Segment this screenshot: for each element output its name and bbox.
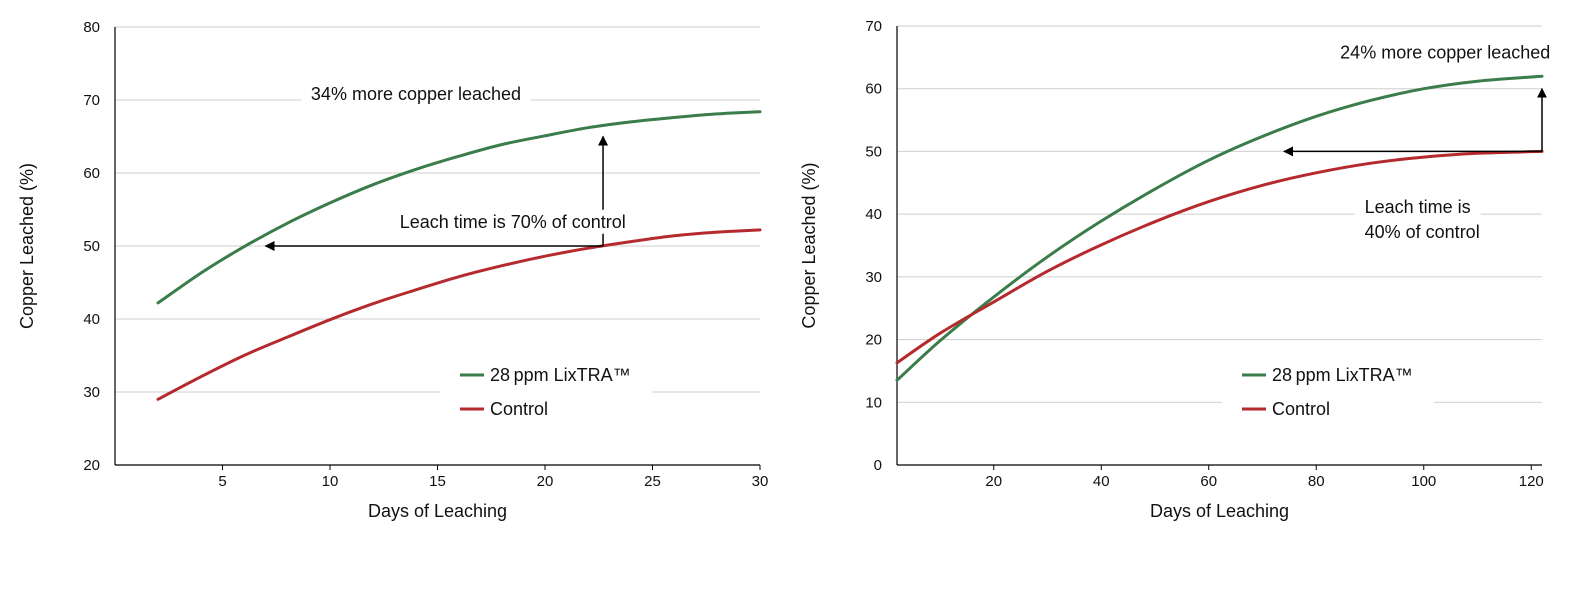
x-tick-label: 30	[752, 473, 769, 490]
y-tick-label: 30	[865, 269, 882, 286]
series-line-control	[895, 149, 1544, 365]
x-tick-label: 15	[429, 473, 446, 490]
x-tick-label: 20	[537, 473, 554, 490]
annotation-time: Leach time is 70% of control	[400, 212, 626, 232]
x-tick-label: 25	[644, 473, 661, 490]
y-tick-label: 60	[865, 81, 882, 98]
y-tick-label: 20	[865, 332, 882, 349]
y-tick-label: 30	[83, 384, 100, 401]
y-tick-label: 70	[865, 18, 882, 35]
x-tick-label: 100	[1411, 473, 1436, 490]
y-tick-label: 40	[865, 206, 882, 223]
y-tick-label: 60	[83, 165, 100, 182]
x-tick-label: 20	[985, 473, 1002, 490]
legend-label: Control	[1272, 399, 1330, 419]
legend-label: 28 ppm LixTRA™	[490, 365, 631, 385]
y-tick-label: 80	[83, 19, 100, 36]
annotation-time1: Leach time is	[1365, 197, 1471, 217]
y-tick-label: 50	[865, 143, 882, 160]
legend-label: Control	[490, 399, 548, 419]
y-tick-label: 50	[83, 238, 100, 255]
legend-box	[1222, 345, 1434, 425]
legend-label: 28 ppm LixTRA™	[1272, 365, 1413, 385]
annotation-backing	[389, 209, 636, 234]
x-axis-title: Days of Leaching	[368, 501, 507, 521]
legend-box	[440, 345, 652, 425]
y-tick-label: 40	[83, 311, 100, 328]
x-axis-title: Days of Leaching	[1150, 501, 1289, 521]
annotation-backing	[1354, 219, 1490, 244]
y-tick-label: 0	[874, 457, 882, 474]
annotation-backing	[1354, 194, 1481, 219]
annotation-more: 34% more copper leached	[311, 84, 521, 104]
annotation-time2: 40% of control	[1365, 222, 1480, 242]
series-line-control	[156, 228, 762, 401]
y-tick-label: 70	[83, 92, 100, 109]
chart-right: 0 10 20 30 40 50 60 70 20 40 60 80 100 120 Days of Lea…	[799, 18, 1561, 521]
annotation-more: 24% more copper leached	[1340, 43, 1550, 63]
y-axis-title: Copper Leached (%)	[17, 163, 37, 329]
x-tick-label: 5	[218, 473, 226, 490]
x-tick-label: 60	[1200, 473, 1217, 490]
y-tick-label: 20	[83, 457, 100, 474]
x-tick-label: 40	[1093, 473, 1110, 490]
x-tick-label: 120	[1519, 473, 1544, 490]
annotation-backing	[1330, 40, 1561, 65]
chart-left: 20 30 40 50 60 70 80 5 10 15 20 25 30 Days of Leachin…	[17, 19, 768, 521]
y-tick-label: 10	[865, 394, 882, 411]
y-axis-title: Copper Leached (%)	[799, 162, 819, 328]
annotation-backing	[300, 82, 532, 106]
series-line-lixtra	[895, 74, 1544, 382]
x-tick-label: 10	[322, 473, 339, 490]
series-line-lixtra	[156, 110, 762, 305]
x-tick-label: 80	[1308, 473, 1325, 490]
